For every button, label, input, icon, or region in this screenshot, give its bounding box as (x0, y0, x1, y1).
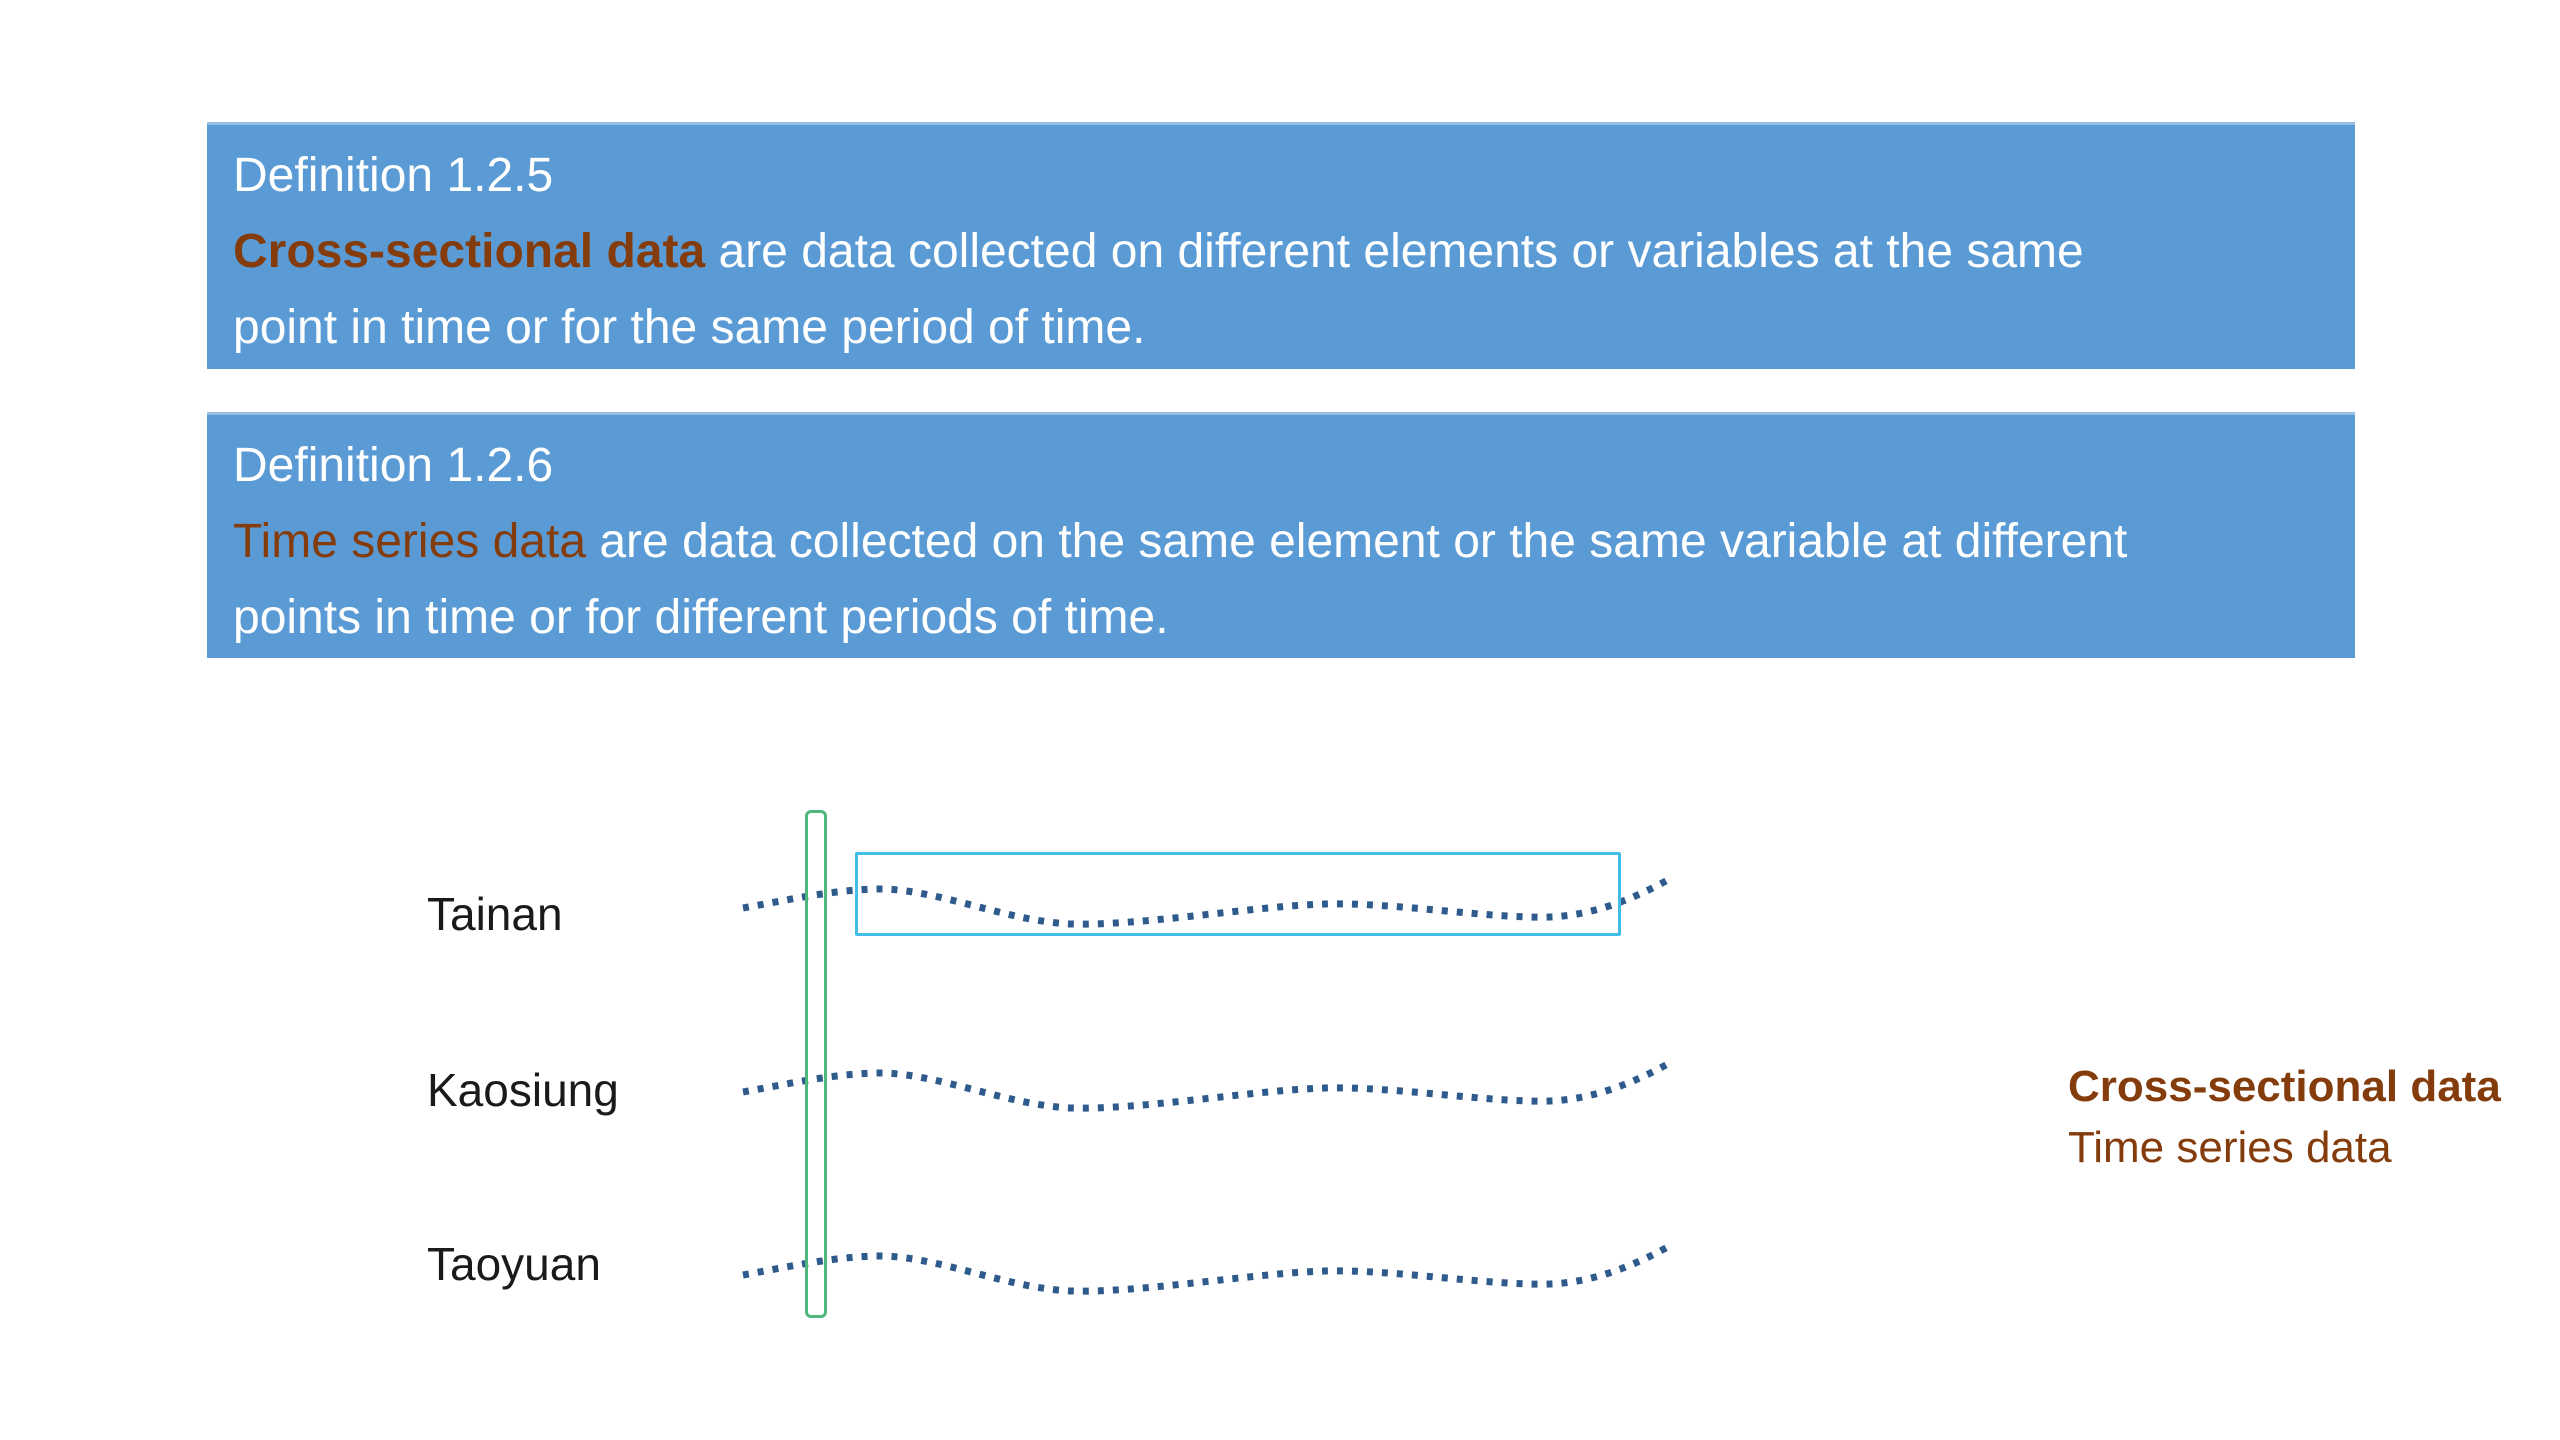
definition-body: Cross-sectional data are data collected … (233, 214, 2183, 366)
row-label-tainan: Tainan (427, 888, 563, 940)
definition-box-cross-sectional: Definition 1.2.5 Cross-sectional data ar… (207, 122, 2355, 369)
legend-time-series-label: Time series data (2068, 1123, 2392, 1172)
definition-term: Cross-sectional data (233, 225, 706, 278)
definition-term: Time series data (233, 515, 587, 568)
definition-body-text: are data collected on different elements… (233, 225, 2084, 354)
row-label-kaosiung: Kaosiung (427, 1064, 619, 1116)
definition-body: Time series data are data collected on t… (233, 504, 2183, 656)
row-label-taoyuan: Taoyuan (427, 1238, 601, 1290)
cross-sectional-highlight-box (805, 810, 827, 1318)
legend-cross-sectional-label: Cross-sectional data (2068, 1062, 2501, 1111)
definition-box-time-series: Definition 1.2.6 Time series data are da… (207, 412, 2355, 658)
kaosiung-series-line (743, 1061, 1673, 1108)
time-series-highlight-box (855, 852, 1621, 936)
taoyuan-series-line (743, 1244, 1673, 1291)
definition-body-text: are data collected on the same element o… (233, 515, 2128, 644)
definition-title: Definition 1.2.6 (233, 439, 554, 492)
legend: Cross-sectional data Time series data (2068, 1056, 2501, 1178)
definition-title: Definition 1.2.5 (233, 149, 554, 202)
